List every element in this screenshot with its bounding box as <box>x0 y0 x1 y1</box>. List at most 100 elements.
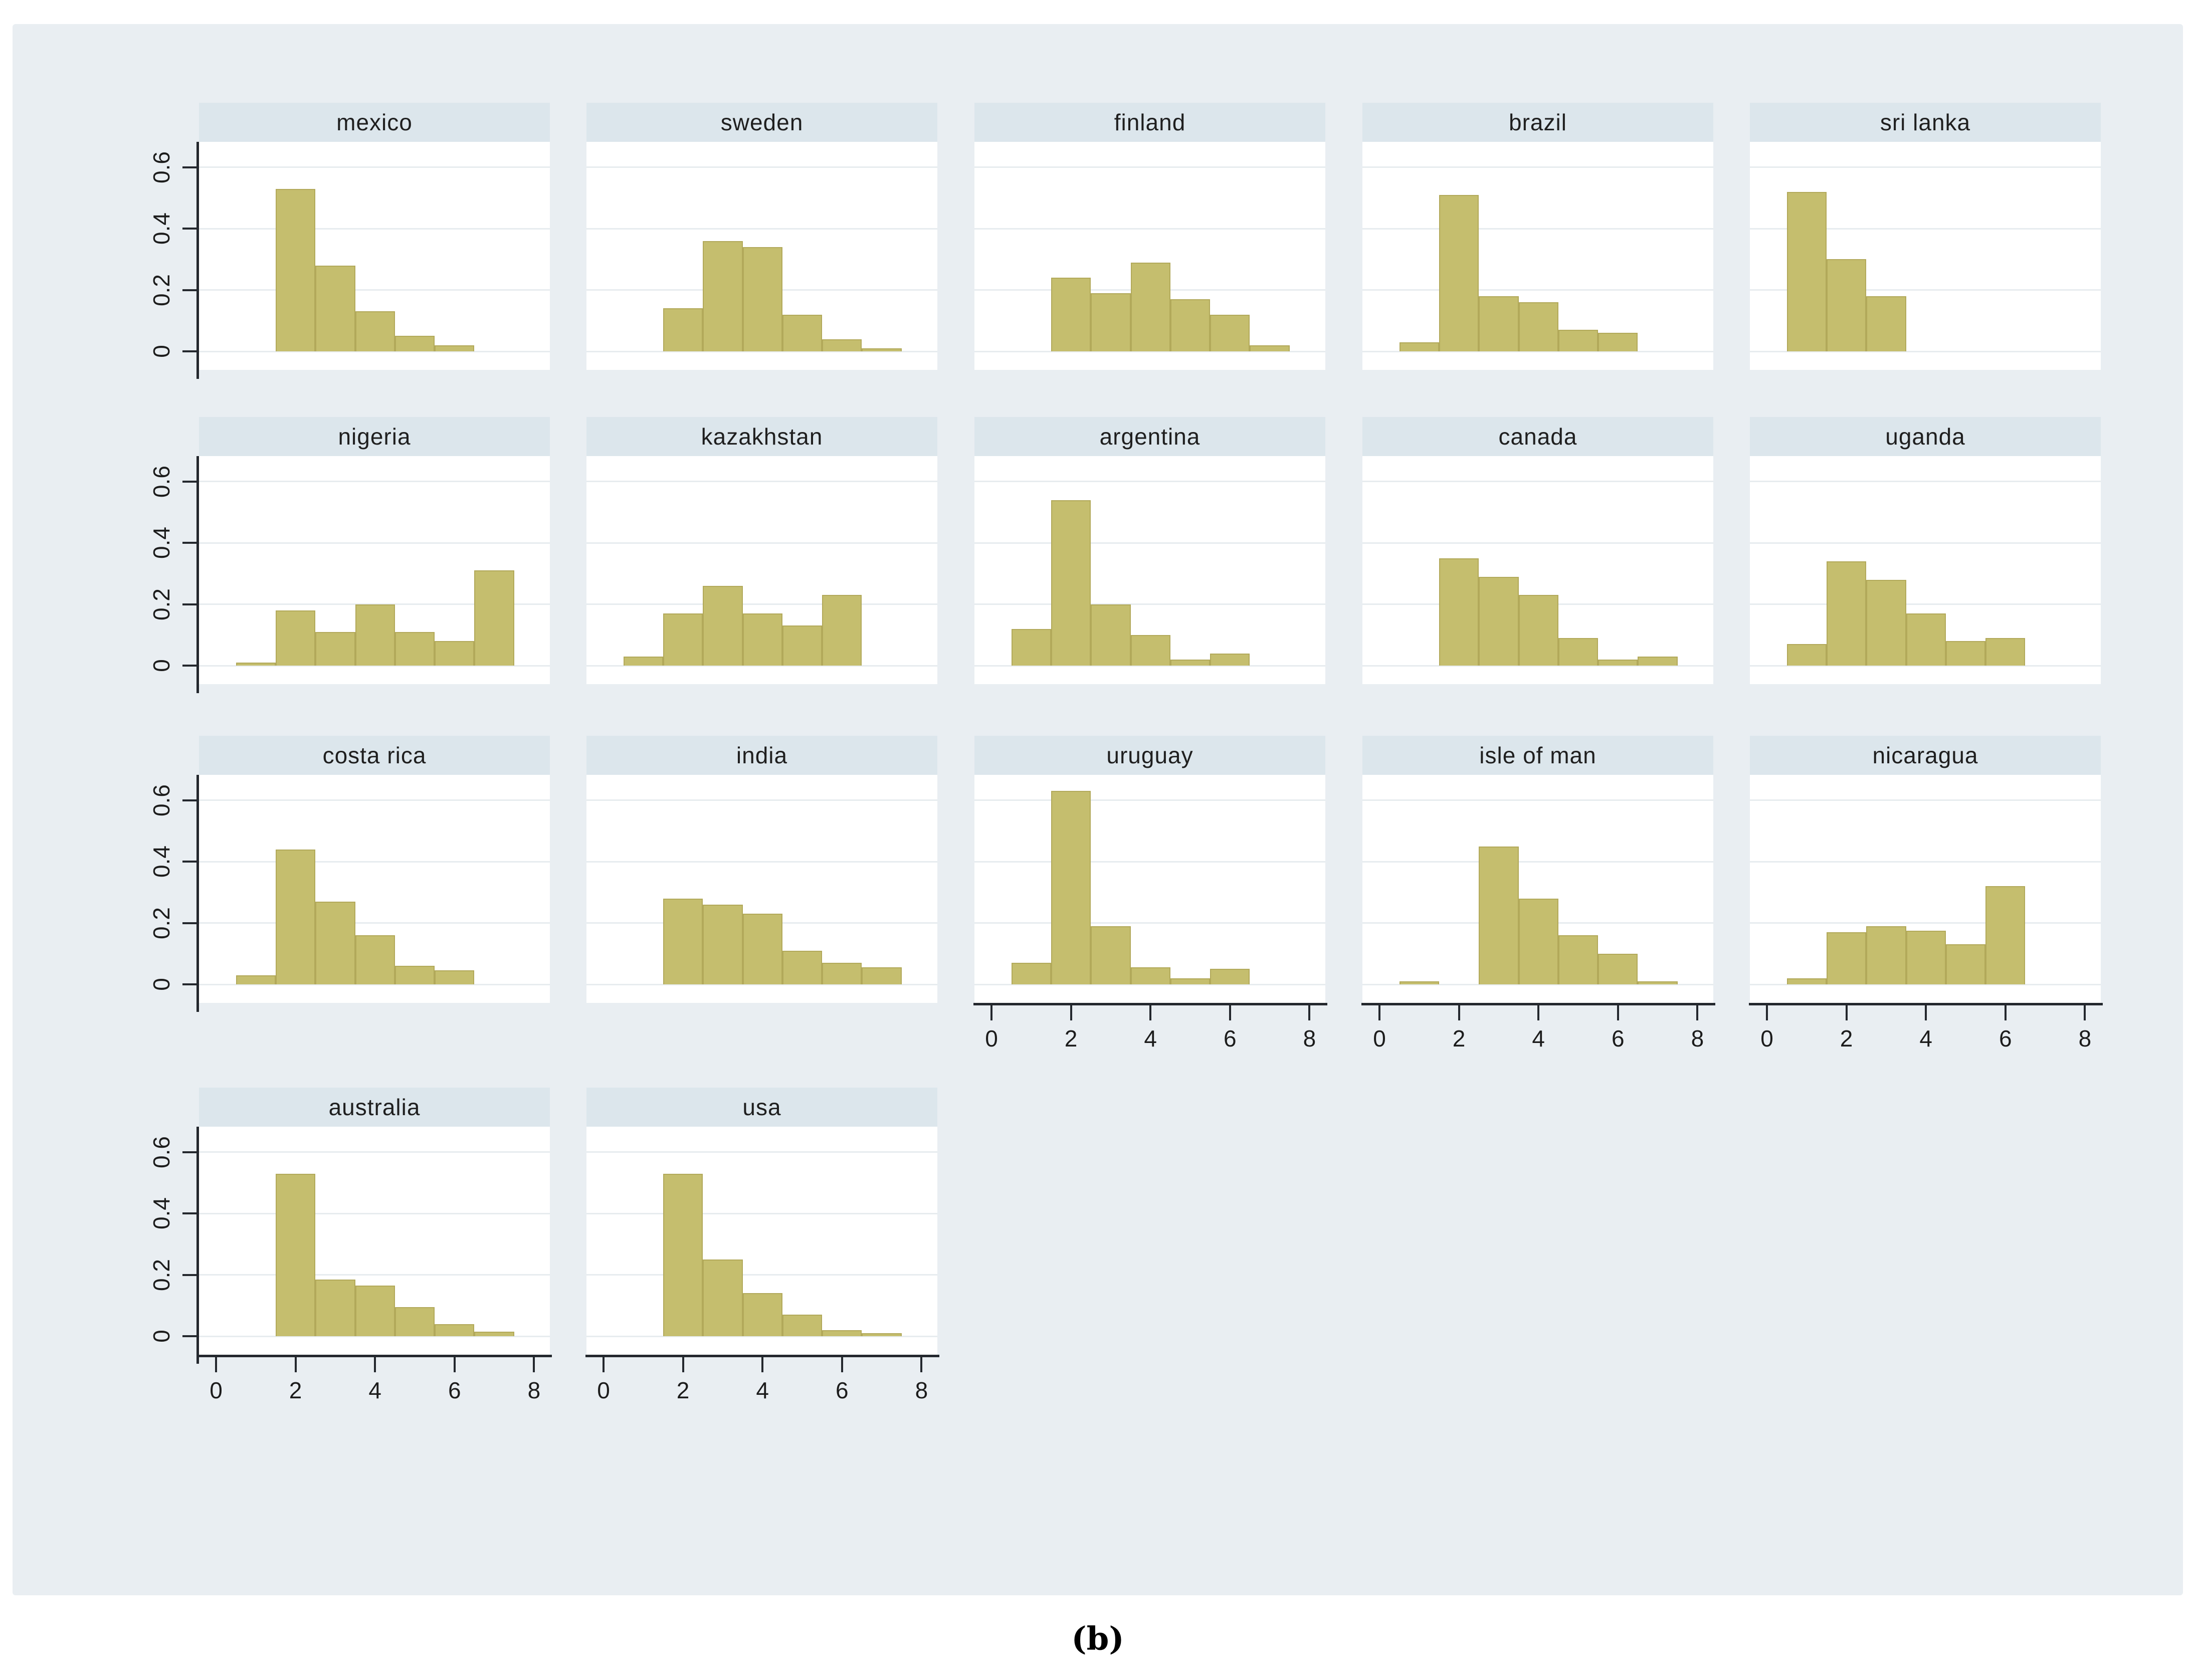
histogram-bar <box>394 966 435 984</box>
grid-line <box>974 228 1325 230</box>
grid-line <box>586 983 937 985</box>
histogram-bar <box>742 914 782 984</box>
x-tick-label: 2 <box>1840 1025 1853 1052</box>
histogram-bar <box>1399 981 1439 984</box>
x-tick-label: 6 <box>1999 1025 2012 1052</box>
histogram-bar <box>1479 846 1519 984</box>
histogram-bar <box>1091 293 1131 351</box>
grid-line <box>974 861 1325 863</box>
y-tick-label: 0.6 <box>148 1136 174 1168</box>
histogram-bar <box>623 656 663 666</box>
x-tick-label: 8 <box>2078 1025 2092 1052</box>
histogram-bar <box>1439 558 1479 666</box>
panel-header: nigeria <box>199 417 550 456</box>
x-tick-label: 2 <box>1064 1025 1078 1052</box>
histogram-bar <box>1598 333 1638 351</box>
grid-line <box>199 665 550 667</box>
grid-line <box>974 542 1325 544</box>
histogram-bar <box>1558 638 1599 666</box>
y-axis-tick <box>182 480 196 483</box>
histogram-bar <box>1210 653 1250 666</box>
x-axis-tick <box>294 1357 297 1372</box>
grid-line <box>1362 481 1713 483</box>
x-tick-label: 4 <box>756 1377 769 1403</box>
x-tick-label: 4 <box>1919 1025 1932 1052</box>
grid-line <box>1750 799 2101 801</box>
x-axis-tick <box>533 1357 535 1372</box>
x-axis-tick <box>1845 1005 1848 1020</box>
plot-area <box>1362 142 1713 370</box>
histogram-bar <box>742 247 782 351</box>
y-tick-label: 0 <box>148 978 174 991</box>
histogram-bar <box>1866 926 1906 984</box>
grid-line <box>974 481 1325 483</box>
x-axis-tick <box>215 1357 217 1372</box>
grid-line <box>974 603 1325 605</box>
x-axis-tick <box>841 1357 843 1372</box>
histogram-bar <box>782 950 823 984</box>
panel-title: isle of man <box>1479 742 1596 768</box>
y-axis-tick <box>182 542 196 544</box>
plot-area <box>1362 456 1713 684</box>
histogram-bar <box>1091 926 1131 984</box>
histogram-bar <box>703 585 743 666</box>
x-tick-label: 6 <box>448 1377 461 1403</box>
histogram-bar <box>1786 644 1827 666</box>
histogram-bar <box>1479 576 1519 666</box>
histogram-bar <box>435 345 475 351</box>
histogram-bar <box>315 265 355 351</box>
y-axis-tick <box>182 983 196 985</box>
y-axis-tick <box>182 603 196 605</box>
histogram-bar <box>1170 978 1211 984</box>
histogram-bar <box>862 348 902 351</box>
histogram-bar <box>1051 500 1091 666</box>
y-tick-label: 0.2 <box>148 588 174 620</box>
histogram-bar <box>1250 345 1290 351</box>
histogram-bar <box>435 970 475 984</box>
histogram-bar <box>1866 579 1906 666</box>
plot-area <box>199 142 550 370</box>
histogram-bar <box>1210 314 1250 351</box>
plot-area <box>1750 142 2101 370</box>
grid-line <box>586 542 937 544</box>
plot-area <box>586 456 937 684</box>
plot-area <box>586 142 937 370</box>
histogram-bar <box>703 904 743 984</box>
x-axis-tick <box>603 1357 605 1372</box>
grid-line <box>199 350 550 352</box>
grid-line <box>1750 603 2101 605</box>
histogram-bar <box>355 1286 395 1336</box>
histogram-bar <box>663 1173 703 1336</box>
grid-line <box>1750 289 2101 291</box>
y-axis-tick <box>182 1335 196 1337</box>
histogram-bar <box>1638 981 1678 984</box>
grid-line <box>199 289 550 291</box>
x-axis-tick <box>374 1357 376 1372</box>
panel-header: mexico <box>199 103 550 142</box>
histogram-bar <box>1558 330 1599 351</box>
histogram-bar <box>1638 656 1678 666</box>
grid-line <box>974 983 1325 985</box>
panel-header: australia <box>199 1088 550 1127</box>
y-axis-tick <box>182 350 196 352</box>
grid-line <box>974 799 1325 801</box>
histogram-bar <box>275 610 316 666</box>
x-axis-tick <box>990 1005 992 1020</box>
grid-line <box>1750 922 2101 924</box>
x-tick-label: 0 <box>1373 1025 1386 1052</box>
x-axis-tick <box>453 1357 456 1372</box>
histogram-bar <box>315 901 355 984</box>
histogram-bar <box>1826 932 1867 984</box>
histogram-bar <box>1518 595 1558 666</box>
x-axis-tick <box>2004 1005 2007 1020</box>
plot-area <box>1362 775 1713 1003</box>
histogram-bar <box>1091 604 1131 666</box>
histogram-bar <box>1399 342 1439 351</box>
histogram-bar <box>1170 299 1211 351</box>
histogram-bar <box>236 662 276 666</box>
y-axis-tick <box>182 1151 196 1153</box>
histogram-bar <box>1945 641 1986 666</box>
x-axis-tick <box>1537 1005 1540 1020</box>
histogram-bar <box>1439 194 1479 351</box>
x-axis-tick <box>1378 1005 1380 1020</box>
